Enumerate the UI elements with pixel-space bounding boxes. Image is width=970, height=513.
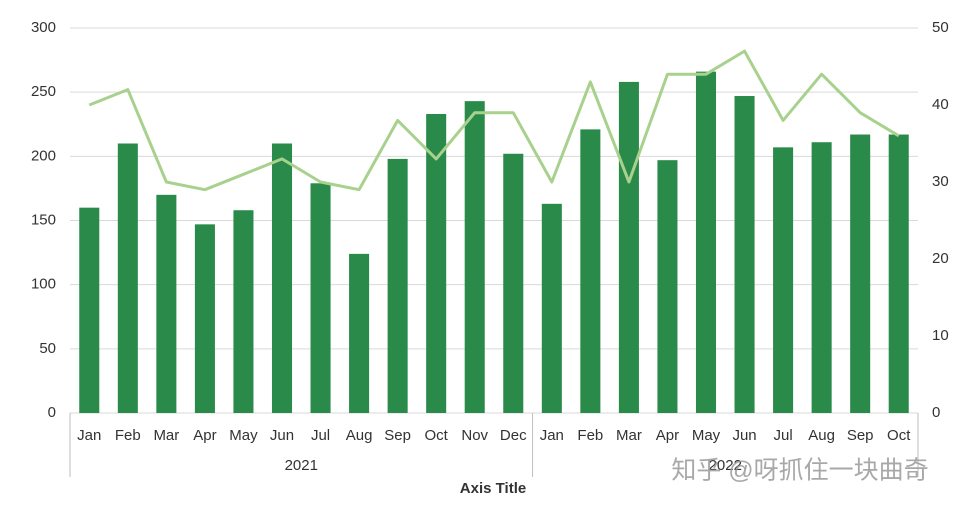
bar xyxy=(888,134,909,413)
y-tick-label: 50 xyxy=(39,340,56,357)
x-tick-label: Mar xyxy=(153,427,179,444)
y-tick-label: 150 xyxy=(31,211,56,228)
x-tick-label: Aug xyxy=(808,427,835,444)
bar xyxy=(464,101,485,414)
x-tick-label: Oct xyxy=(425,427,449,444)
bar xyxy=(734,96,755,414)
x-tick-label: Feb xyxy=(577,427,603,444)
y-tick-label: 0 xyxy=(48,404,56,421)
bar xyxy=(387,158,408,413)
y2-tick-label: 10 xyxy=(932,327,949,344)
y2-tick-label: 30 xyxy=(932,173,949,190)
x-tick-label: Apr xyxy=(193,427,216,444)
bar xyxy=(541,203,562,413)
y2-tick-label: 50 xyxy=(932,19,949,36)
group-label: 2022 xyxy=(709,457,742,474)
x-tick-label: Nov xyxy=(461,427,488,444)
x-tick-label: May xyxy=(692,427,721,444)
x-tick-label: Jul xyxy=(773,427,792,444)
watermark: 知乎 @呀抓住一块曲奇 xyxy=(671,457,928,485)
x-tick-label: Sep xyxy=(384,427,411,444)
y-tick-label: 200 xyxy=(31,147,56,164)
bar xyxy=(773,147,794,413)
y-tick-label: 100 xyxy=(31,276,56,293)
bar xyxy=(79,207,100,413)
bar xyxy=(811,142,832,413)
bar xyxy=(580,129,601,413)
bar xyxy=(156,194,177,413)
bar xyxy=(657,160,678,413)
bar xyxy=(271,143,293,413)
x-tick-label: Oct xyxy=(887,427,911,444)
bar xyxy=(233,210,254,413)
bar xyxy=(194,224,215,413)
x-tick-label: Feb xyxy=(115,427,141,444)
bar xyxy=(850,134,871,413)
x-tick-label: Dec xyxy=(500,427,527,444)
y2-tick-label: 0 xyxy=(932,404,940,421)
x-tick-label: Jun xyxy=(732,427,756,444)
x-axis-title: Axis Title xyxy=(460,480,526,497)
bar xyxy=(503,153,524,413)
x-tick-label: Apr xyxy=(656,427,679,444)
x-tick-label: Jun xyxy=(270,427,294,444)
y-tick-label: 250 xyxy=(31,83,56,100)
bar xyxy=(426,113,447,413)
x-tick-label: Jul xyxy=(311,427,330,444)
line xyxy=(88,49,900,192)
bar xyxy=(618,81,639,414)
x-tick-label: Mar xyxy=(616,427,642,444)
bar xyxy=(695,71,717,413)
bar xyxy=(117,143,138,413)
x-tick-label: Jan xyxy=(540,427,564,444)
x-tick-label: Aug xyxy=(346,427,373,444)
bar xyxy=(310,183,331,413)
x-tick-label: Jan xyxy=(77,427,101,444)
y2-tick-label: 40 xyxy=(932,96,949,113)
x-tick-label: Sep xyxy=(847,427,874,444)
x-tick-label: May xyxy=(229,427,258,444)
group-label: 2021 xyxy=(285,457,318,474)
y-tick-label: 300 xyxy=(31,19,56,36)
y2-tick-label: 20 xyxy=(932,250,949,267)
bar xyxy=(349,253,370,413)
